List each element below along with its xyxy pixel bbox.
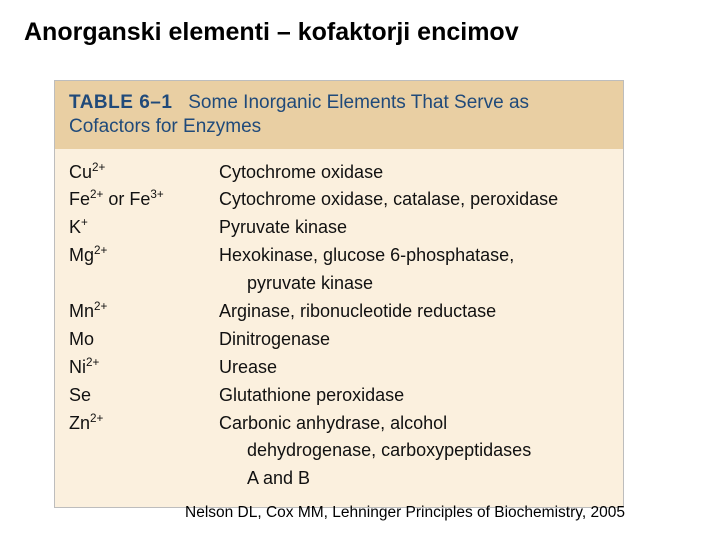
table-row: K+Pyruvate kinase [69,214,609,242]
enzyme-cell: Cytochrome oxidase, catalase, peroxidase [219,186,609,214]
ion-cell: Zn2+ [69,410,219,438]
ion-cell: Mg2+ [69,242,219,270]
cofactor-table: TABLE 6–1 Some Inorganic Elements That S… [54,80,624,508]
table-row: Cu2+Cytochrome oxidase [69,159,609,187]
table-row: Mg2+Hexokinase, glucose 6-phosphatase, [69,242,609,270]
enzyme-cell: Hexokinase, glucose 6-phosphatase, [219,242,609,270]
enzyme-cell: A and B [219,465,609,493]
table-row: MoDinitrogenase [69,326,609,354]
enzyme-cell: dehydrogenase, carboxypeptidases [219,437,609,465]
ion-cell [69,465,219,493]
table-label: TABLE 6–1 [69,92,172,113]
table-row: dehydrogenase, carboxypeptidases [69,437,609,465]
table-row: Zn2+Carbonic anhydrase, alcohol [69,410,609,438]
table-header: TABLE 6–1 Some Inorganic Elements That S… [55,81,623,149]
enzyme-cell: Carbonic anhydrase, alcohol [219,410,609,438]
table-row: A and B [69,465,609,493]
table-row: Ni2+Urease [69,354,609,382]
table-row: SeGlutathione peroxidase [69,382,609,410]
table-row: pyruvate kinase [69,270,609,298]
ion-cell: Se [69,382,219,410]
table-row: Fe2+ or Fe3+Cytochrome oxidase, catalase… [69,186,609,214]
ion-cell [69,270,219,298]
enzyme-cell: Urease [219,354,609,382]
enzyme-cell: Cytochrome oxidase [219,159,609,187]
ion-cell: Mn2+ [69,298,219,326]
enzyme-cell: Pyruvate kinase [219,214,609,242]
ion-cell: Mo [69,326,219,354]
citation-text: Nelson DL, Cox MM, Lehninger Principles … [185,504,625,522]
table-body: Cu2+Cytochrome oxidaseFe2+ or Fe3+Cytoch… [55,149,623,508]
enzyme-cell: pyruvate kinase [219,270,609,298]
table-row: Mn2+Arginase, ribonucleotide reductase [69,298,609,326]
ion-cell: Cu2+ [69,159,219,187]
ion-cell: Fe2+ or Fe3+ [69,186,219,214]
page-title: Anorganski elementi – kofaktorji encimov [0,0,720,47]
enzyme-cell: Dinitrogenase [219,326,609,354]
enzyme-cell: Glutathione peroxidase [219,382,609,410]
enzyme-cell: Arginase, ribonucleotide reductase [219,298,609,326]
ion-cell: Ni2+ [69,354,219,382]
ion-cell: K+ [69,214,219,242]
ion-cell [69,437,219,465]
